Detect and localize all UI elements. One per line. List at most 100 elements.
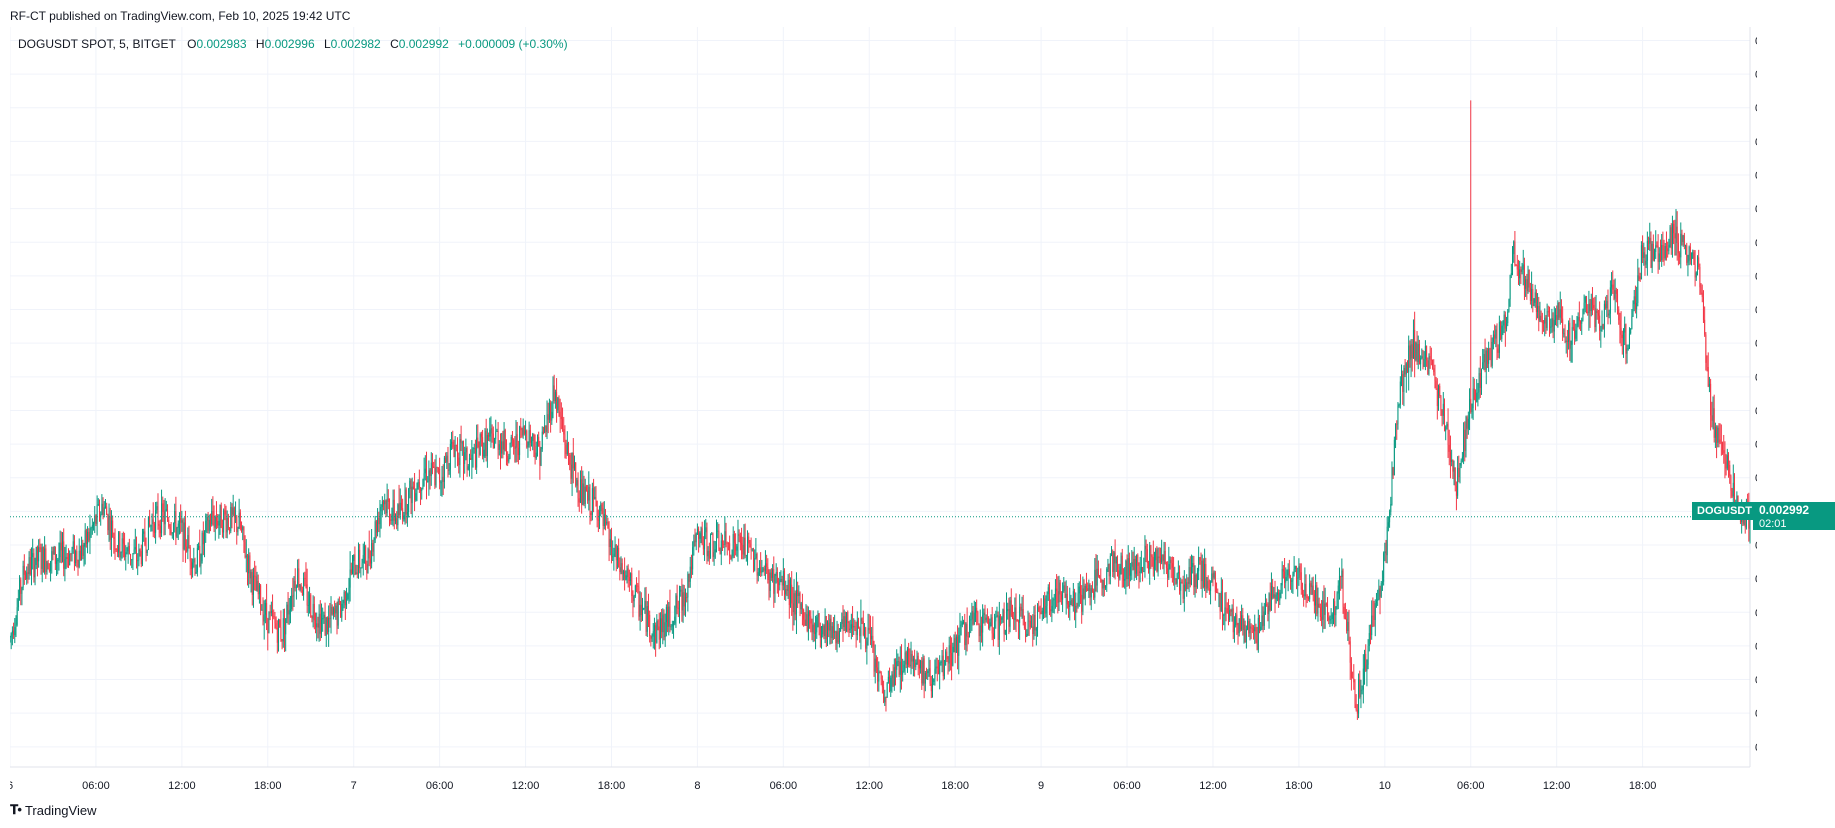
candle-body — [750, 547, 752, 551]
x-tick-label: 06:00 — [426, 780, 454, 792]
close-label: C — [390, 37, 399, 51]
candle-body — [969, 620, 971, 637]
candle-body — [1230, 610, 1232, 612]
candle-body — [1353, 678, 1355, 683]
candle-body — [87, 531, 89, 544]
candle-body — [1473, 388, 1475, 400]
candle-body — [71, 549, 73, 554]
candle-body — [1048, 587, 1050, 610]
candle-body — [429, 470, 431, 476]
candle-body — [508, 457, 510, 462]
candle-body — [1335, 606, 1337, 616]
candle-body — [1620, 327, 1622, 335]
candle-body — [369, 558, 371, 564]
candle-body — [1685, 245, 1687, 247]
candle-body — [1723, 450, 1725, 454]
candle-body — [927, 671, 929, 674]
candle-body — [95, 515, 97, 524]
candle-body — [843, 616, 845, 628]
candle-body — [884, 697, 886, 703]
candle-body — [585, 486, 587, 491]
candle-body — [699, 533, 701, 539]
candle-body — [347, 593, 349, 600]
candle-body — [1577, 316, 1579, 326]
candle-body — [1612, 284, 1614, 290]
candle-body — [787, 579, 789, 591]
candle-body — [137, 560, 139, 562]
candle-body — [146, 549, 148, 554]
candle-body — [274, 617, 276, 624]
candle-body — [706, 527, 708, 557]
candle-body — [1581, 319, 1583, 324]
candle-body — [837, 631, 839, 643]
candle-body — [136, 547, 138, 561]
candle-body — [948, 645, 950, 664]
candle-body — [602, 507, 604, 526]
candle-body — [748, 536, 750, 544]
candle-body — [628, 577, 630, 581]
candle-body — [48, 569, 50, 571]
candle-body — [312, 603, 314, 619]
candle-body — [571, 452, 573, 479]
candle-body — [1095, 569, 1097, 586]
candle-body — [642, 608, 644, 616]
candle-body — [673, 623, 675, 625]
candle-body — [1262, 615, 1264, 626]
tradingview-branding[interactable]: 𝐓• TradingView — [10, 802, 96, 818]
candle-body — [263, 614, 265, 622]
x-tick-label: 12:00 — [512, 780, 540, 792]
candle-body — [1136, 554, 1138, 574]
candle-body — [961, 622, 963, 625]
candle-body — [552, 385, 554, 412]
price-chart[interactable]: 0.0026500.0027000.0027500.0028000.002850… — [10, 27, 1757, 795]
candle-body — [626, 568, 628, 576]
candle-body — [298, 568, 300, 588]
candle-body — [112, 520, 114, 538]
candle-body — [1343, 606, 1345, 618]
candle-body — [360, 568, 362, 569]
candle-body — [630, 573, 632, 581]
candle-body — [1193, 563, 1195, 588]
candle-body — [1349, 641, 1351, 663]
x-tick-label: 18:00 — [598, 780, 626, 792]
candle-body — [495, 431, 497, 440]
candle-body — [522, 426, 524, 436]
candle-body — [1580, 321, 1582, 324]
candle-body — [557, 397, 559, 411]
candle-body — [1337, 585, 1339, 594]
candle-body — [1492, 334, 1494, 342]
candle-body — [933, 678, 935, 682]
candle-body — [702, 544, 704, 550]
candle-body — [305, 578, 307, 585]
candle-body — [548, 403, 550, 420]
candle-body — [1305, 583, 1307, 597]
candle-body — [786, 589, 788, 591]
candle-body — [1708, 383, 1710, 387]
candle-body — [1254, 627, 1256, 632]
candle-body — [774, 575, 776, 594]
chart-area[interactable]: 0.0026500.0027000.0027500.0028000.002850… — [10, 27, 1757, 795]
candle-body — [1072, 591, 1074, 607]
candle-body — [760, 567, 762, 573]
candle-body — [970, 619, 972, 621]
symbol-title[interactable]: DOGUSDT SPOT, 5, BITGET — [18, 37, 176, 51]
candle-body — [208, 519, 210, 531]
candle-body — [1732, 482, 1734, 497]
candle-body — [1269, 593, 1271, 611]
candle-body — [409, 480, 411, 489]
candle-body — [1405, 363, 1407, 375]
candle-body — [72, 541, 74, 550]
candle-body — [442, 476, 444, 482]
candle-body — [1654, 251, 1656, 260]
candle-body — [940, 662, 942, 663]
candle-body — [784, 571, 786, 595]
candle-body — [161, 503, 163, 534]
candle-body — [1198, 557, 1200, 572]
candle-body — [1114, 552, 1116, 564]
candle-body — [1404, 367, 1406, 375]
candle-body — [1652, 243, 1654, 260]
candle-body — [1099, 576, 1101, 579]
candle-body — [1264, 603, 1266, 612]
candle-body — [772, 569, 774, 578]
candle-body — [644, 600, 646, 609]
